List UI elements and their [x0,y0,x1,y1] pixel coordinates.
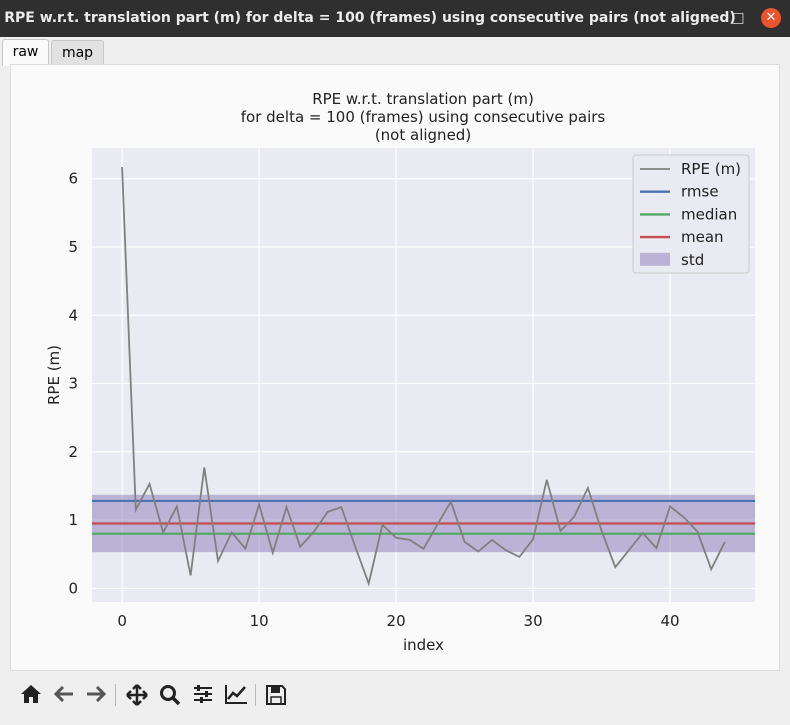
legend-swatch-std [640,252,670,266]
edit-axis-icon[interactable] [221,681,251,709]
x-tick-label: 30 [524,612,543,630]
y-tick-label: 6 [68,170,78,188]
y-tick-label: 5 [68,238,78,256]
x-tick-label: 0 [117,612,127,630]
toolbar-separator [115,684,116,706]
legend-label: std [681,251,704,269]
navigation-toolbar [0,675,790,715]
zoom-icon[interactable] [155,681,185,709]
tab-raw[interactable]: raw [2,39,49,66]
maximize-button[interactable]: □ [731,10,745,26]
y-tick-label: 0 [68,579,78,597]
plot-panel: RPE w.r.t. translation part (m) for delta… [10,64,780,671]
legend-label: mean [681,228,724,246]
minimize-button[interactable]: – [703,10,711,26]
save-icon[interactable] [261,681,291,709]
x-axis-label: index [403,636,444,654]
legend-label: RPE (m) [681,160,741,178]
window-titlebar: RPE w.r.t. translation part (m) for delt… [0,0,790,37]
rpe-chart: RPE w.r.t. translation part (m)for delta… [45,90,755,654]
pan-icon[interactable] [122,681,152,709]
y-axis-label: RPE (m) [45,345,63,405]
x-tick-label: 40 [661,612,680,630]
tab-map[interactable]: map [51,40,104,65]
y-tick-label: 4 [68,306,78,324]
legend-label: median [681,205,737,223]
legend-box [632,154,750,274]
chart-title-line: RPE w.r.t. translation part (m) [312,90,534,108]
home-icon[interactable] [16,681,46,709]
back-arrow-icon[interactable] [49,681,79,709]
tab-bar: raw map [0,37,790,66]
window-title: RPE w.r.t. translation part (m) for delt… [4,10,736,26]
x-tick-label: 10 [250,612,269,630]
legend-label: rmse [681,183,719,201]
configure-subplots-icon[interactable] [188,681,218,709]
forward-arrow-icon[interactable] [81,681,111,709]
chart-title-line: for delta = 100 (frames) using consecuti… [241,108,606,126]
y-tick-label: 3 [68,375,78,393]
toolbar-separator [255,684,256,706]
y-tick-label: 1 [68,511,78,529]
y-tick-label: 2 [68,443,78,461]
close-button[interactable]: ✕ [761,8,781,28]
chart-title-line: (not aligned) [375,126,471,144]
x-tick-label: 20 [387,612,406,630]
